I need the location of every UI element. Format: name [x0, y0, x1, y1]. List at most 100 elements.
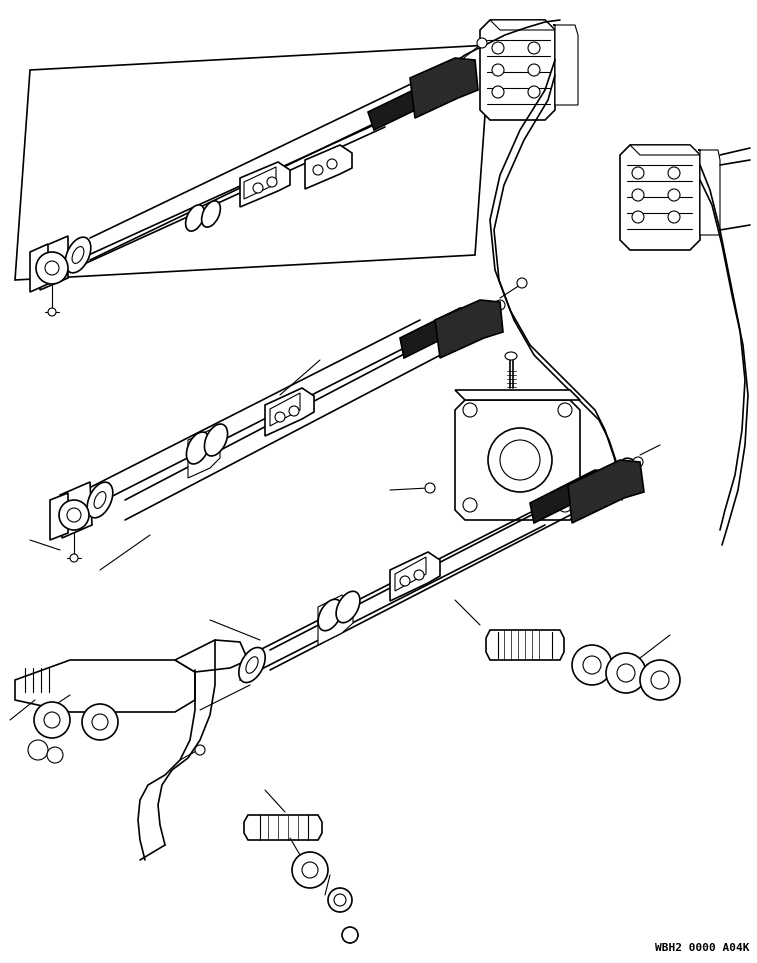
Polygon shape [175, 640, 248, 672]
Circle shape [668, 189, 680, 201]
Circle shape [313, 165, 323, 175]
Circle shape [500, 440, 540, 480]
Polygon shape [568, 460, 644, 523]
Ellipse shape [201, 201, 220, 227]
Polygon shape [553, 25, 578, 105]
Circle shape [558, 403, 572, 417]
Ellipse shape [318, 599, 342, 631]
Circle shape [488, 428, 552, 492]
Polygon shape [400, 308, 480, 358]
Circle shape [492, 64, 504, 76]
Circle shape [44, 712, 60, 728]
Circle shape [327, 159, 337, 169]
Circle shape [253, 183, 263, 193]
Ellipse shape [72, 247, 84, 264]
Circle shape [48, 308, 56, 316]
Text: WBH2 0000 A04K: WBH2 0000 A04K [655, 944, 749, 953]
Polygon shape [265, 388, 314, 436]
Polygon shape [630, 145, 700, 155]
Circle shape [328, 888, 352, 912]
Polygon shape [15, 660, 195, 712]
Ellipse shape [185, 205, 204, 231]
Polygon shape [50, 493, 68, 540]
Polygon shape [244, 167, 276, 199]
Circle shape [617, 664, 635, 682]
Polygon shape [455, 390, 580, 400]
Polygon shape [305, 145, 352, 189]
Circle shape [45, 261, 59, 275]
Polygon shape [270, 393, 300, 426]
Circle shape [583, 656, 601, 674]
Circle shape [47, 747, 63, 763]
Ellipse shape [204, 424, 228, 455]
Polygon shape [698, 150, 720, 235]
Circle shape [651, 671, 669, 689]
Circle shape [292, 852, 328, 888]
Polygon shape [395, 557, 426, 591]
Polygon shape [318, 595, 353, 645]
Circle shape [463, 498, 477, 512]
Circle shape [632, 189, 644, 201]
Circle shape [70, 554, 78, 562]
Circle shape [477, 38, 487, 48]
Ellipse shape [444, 65, 462, 79]
Ellipse shape [621, 458, 638, 472]
Circle shape [334, 894, 346, 906]
Circle shape [59, 500, 89, 530]
Ellipse shape [481, 301, 499, 315]
Polygon shape [530, 470, 616, 523]
Circle shape [82, 704, 118, 740]
Circle shape [414, 570, 424, 580]
Ellipse shape [87, 482, 113, 518]
Circle shape [492, 86, 504, 98]
Circle shape [606, 653, 646, 693]
Circle shape [34, 702, 70, 738]
Circle shape [632, 211, 644, 223]
Ellipse shape [94, 491, 106, 508]
Circle shape [195, 745, 205, 755]
Polygon shape [435, 300, 503, 358]
Polygon shape [240, 162, 290, 207]
Ellipse shape [505, 352, 517, 360]
Circle shape [668, 167, 680, 179]
Circle shape [400, 576, 410, 586]
Circle shape [275, 412, 285, 422]
Ellipse shape [246, 657, 258, 673]
Polygon shape [188, 430, 220, 478]
Polygon shape [244, 815, 322, 840]
Ellipse shape [186, 432, 210, 464]
Polygon shape [480, 20, 555, 120]
Polygon shape [486, 630, 564, 660]
Circle shape [92, 714, 108, 730]
Polygon shape [368, 82, 448, 130]
Circle shape [528, 42, 540, 54]
Circle shape [267, 177, 277, 187]
Circle shape [67, 508, 81, 522]
Polygon shape [490, 20, 555, 30]
Ellipse shape [65, 237, 91, 273]
Circle shape [492, 42, 504, 54]
Circle shape [632, 167, 644, 179]
Circle shape [495, 300, 505, 310]
Circle shape [463, 403, 477, 417]
Circle shape [668, 211, 680, 223]
Circle shape [302, 862, 318, 878]
Circle shape [36, 252, 68, 284]
Ellipse shape [238, 647, 265, 683]
Polygon shape [40, 236, 68, 290]
Circle shape [572, 645, 612, 685]
Circle shape [528, 86, 540, 98]
Circle shape [517, 278, 527, 288]
Polygon shape [60, 482, 92, 538]
Polygon shape [410, 58, 478, 118]
Polygon shape [390, 552, 440, 601]
Ellipse shape [336, 591, 360, 623]
Circle shape [528, 64, 540, 76]
Circle shape [640, 660, 680, 700]
Polygon shape [620, 145, 700, 250]
Circle shape [289, 406, 299, 416]
Circle shape [342, 927, 358, 943]
Circle shape [28, 740, 48, 760]
Polygon shape [30, 244, 48, 292]
Polygon shape [455, 400, 580, 520]
